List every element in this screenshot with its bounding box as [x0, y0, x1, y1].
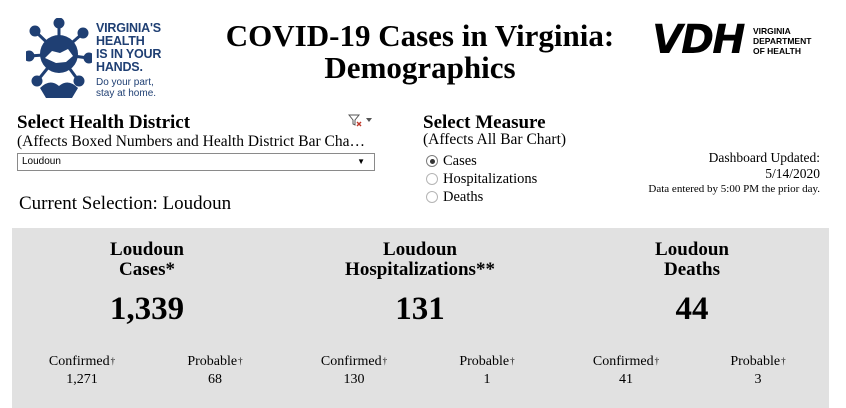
hospitalizations-probable: Probable† 1	[432, 352, 542, 389]
cases-heading: Loudoun Cases*	[12, 240, 282, 280]
slogan-line-1: VIRGINIA'S	[96, 21, 161, 35]
radio-selected-icon[interactable]	[426, 155, 438, 167]
vdh-line-2: DEPARTMENT	[753, 36, 812, 46]
filter-controls[interactable]	[347, 114, 376, 128]
district-dropdown-value: Loudoun	[22, 156, 61, 167]
cases-heading-measure: Cases*	[119, 259, 175, 280]
probable-label: Probable	[459, 354, 510, 369]
confirmed-label: Confirmed	[48, 354, 110, 369]
dagger-mark: †	[654, 356, 660, 366]
measure-option-label: Deaths	[443, 188, 484, 205]
measure-option-cases[interactable]: Cases	[426, 152, 477, 170]
district-filter-subtitle: (Affects Boxed Numbers and Health Distri…	[17, 133, 365, 150]
confirmed-value: 130	[343, 372, 365, 387]
cases-confirmed: Confirmed† 1,271	[27, 352, 137, 389]
hospitalizations-heading-measure: Hospitalizations**	[345, 259, 495, 280]
vdh-line-3: OF HEALTH	[753, 46, 802, 56]
updated-label: Dashboard Updated:	[708, 150, 820, 165]
radio-unselected-icon[interactable]	[426, 173, 438, 185]
dagger-mark: †	[781, 356, 786, 366]
dagger-mark: †	[110, 356, 116, 366]
measure-option-deaths[interactable]: Deaths	[426, 188, 483, 206]
dropdown-arrow-icon[interactable]: ▼	[357, 157, 365, 166]
dashboard-updated: Dashboard Updated: 5/14/2020	[709, 150, 820, 182]
measure-option-label: Cases	[443, 152, 477, 169]
deaths-heading-measure: Deaths	[664, 259, 720, 280]
probable-value: 1	[483, 372, 491, 387]
confirmed-label: Confirmed	[592, 354, 654, 369]
measure-subtitle: (Affects All Bar Chart)	[423, 131, 567, 148]
probable-value: 68	[208, 372, 222, 387]
hospitalizations-heading-district: Loudoun	[383, 239, 457, 260]
data-note: Data entered by 5:00 PM the prior day.	[648, 183, 820, 195]
vdh-logo: VDH VIRGINIA DEPARTMENT OF HEALTH	[652, 18, 822, 62]
page-title-line-1: COVID-19 Cases in Virginia:	[225, 18, 615, 53]
confirmed-label: Confirmed	[320, 354, 382, 369]
deaths-confirmed: Confirmed† 41	[571, 352, 681, 389]
slogan-tagline-2: stay at home.	[96, 88, 157, 99]
updated-date: 5/14/2020	[765, 166, 820, 181]
deaths-total: 44	[675, 291, 709, 327]
probable-label: Probable	[187, 354, 238, 369]
deaths-heading-district: Loudoun	[655, 239, 729, 260]
current-selection: Current Selection: Loudoun	[19, 193, 232, 214]
cases-heading-district: Loudoun	[110, 239, 184, 260]
district-dropdown[interactable]: Loudoun ▼	[17, 153, 375, 171]
district-filter-title: Select Health District	[17, 112, 191, 133]
slogan-line-4: HANDS.	[96, 60, 143, 74]
confirmed-value: 41	[619, 372, 633, 387]
deaths-probable: Probable† 3	[703, 352, 813, 389]
virginia-health-logo: VIRGINIA'S HEALTH IS IN YOUR HANDS. Do y…	[26, 18, 176, 104]
slogan-line-2: HEALTH	[96, 34, 145, 48]
slogan-line-3: IS IN YOUR	[96, 47, 162, 61]
radio-unselected-icon[interactable]	[426, 191, 438, 203]
hospitalizations-heading: Loudoun Hospitalizations**	[285, 240, 555, 280]
dagger-mark: †	[382, 356, 388, 366]
cases-total: 1,339	[109, 291, 185, 327]
hospitalizations-confirmed: Confirmed† 130	[299, 352, 409, 389]
confirmed-value: 1,271	[66, 372, 98, 387]
vdh-mark: VDH	[652, 17, 746, 63]
deaths-heading: Loudoun Deaths	[557, 240, 827, 280]
page-title: COVID-19 Cases in Virginia: Demographics	[190, 20, 650, 84]
virus-hands-icon	[26, 18, 92, 98]
measure-option-hospitalizations[interactable]: Hospitalizations	[426, 170, 537, 188]
dagger-mark: †	[510, 356, 515, 366]
probable-value: 3	[754, 372, 762, 387]
probable-label: Probable	[730, 354, 781, 369]
chevron-down-icon[interactable]	[366, 118, 372, 122]
page-title-line-2: Demographics	[324, 50, 516, 85]
clear-filter-icon[interactable]	[347, 114, 376, 128]
slogan-tagline-1: Do your part,	[96, 77, 154, 88]
measure-option-label: Hospitalizations	[443, 170, 538, 187]
vdh-line-1: VIRGINIA	[753, 26, 791, 36]
hospitalizations-total: 131	[395, 291, 445, 327]
dagger-mark: †	[238, 356, 243, 366]
measure-title: Select Measure	[423, 112, 546, 133]
summary-panel: Loudoun Cases* 1,339 Confirmed† 1,271 Pr…	[12, 228, 829, 408]
cases-probable: Probable† 68	[160, 352, 270, 389]
